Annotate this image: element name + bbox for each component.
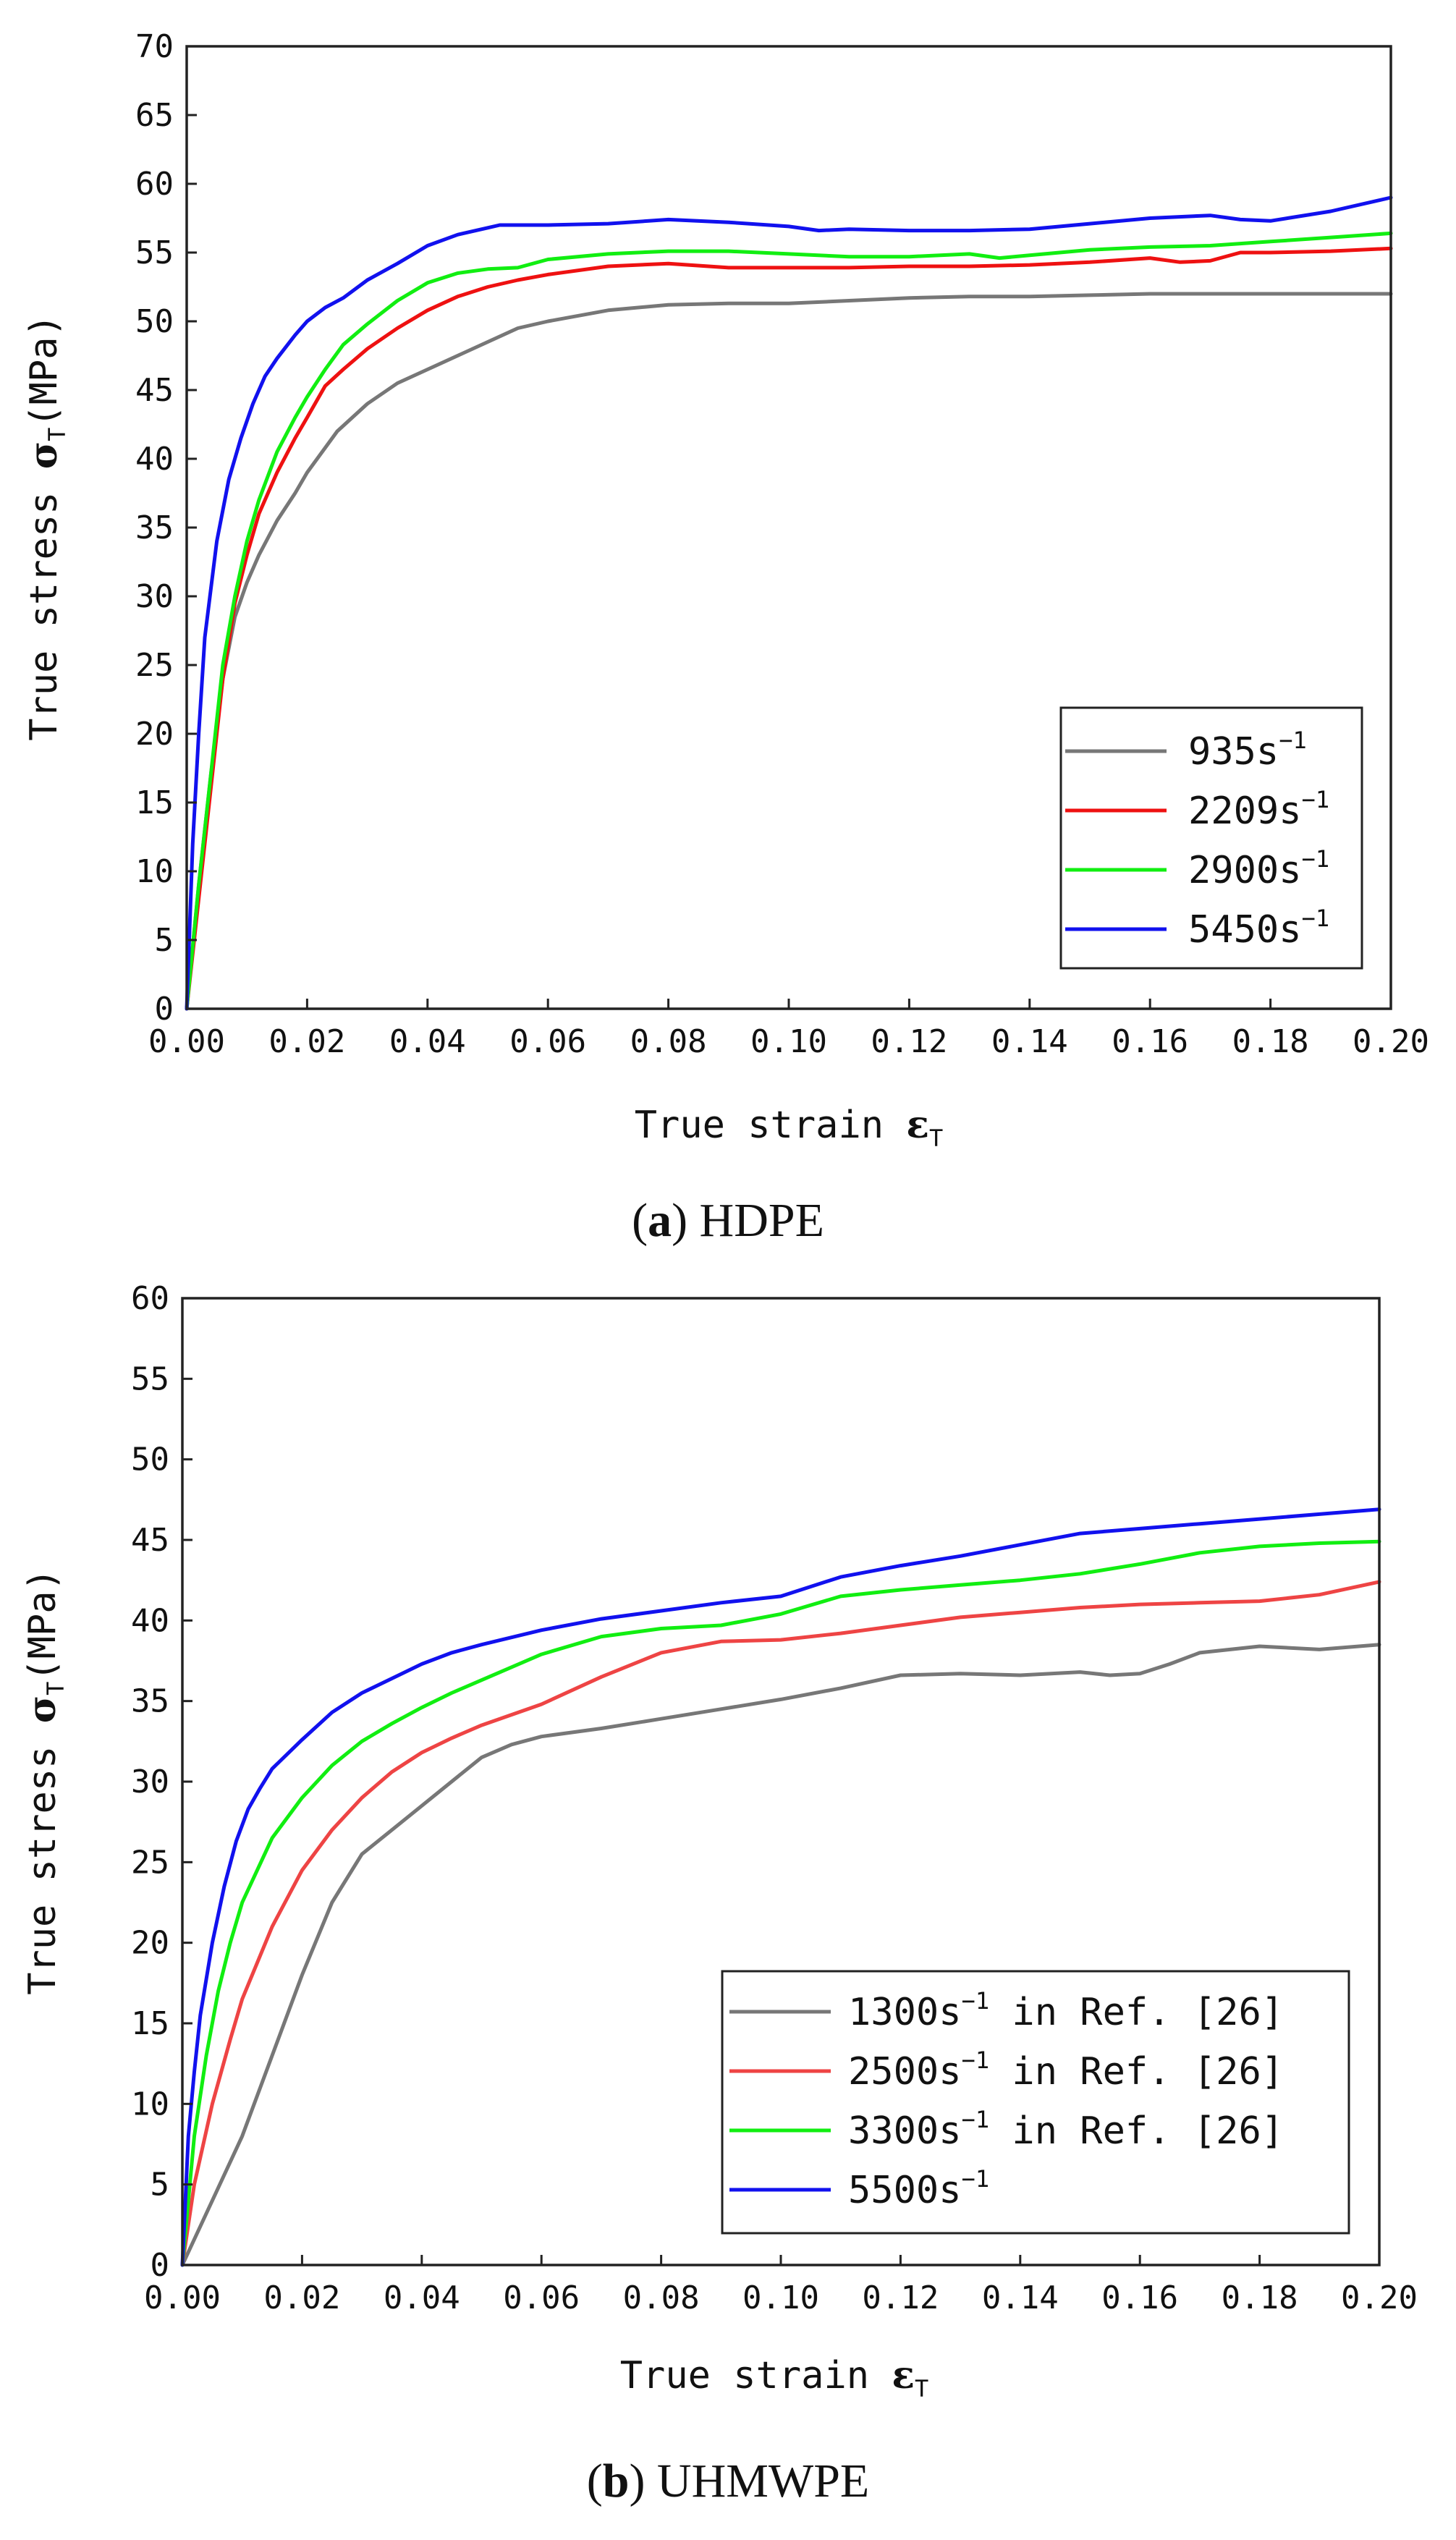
y-tick-label: 70 bbox=[135, 28, 174, 65]
y-tick-label: 55 bbox=[135, 234, 174, 271]
y-tick-label: 35 bbox=[131, 1683, 169, 1720]
y-tick-label: 25 bbox=[131, 1844, 169, 1881]
y-tick-label: 45 bbox=[131, 1522, 169, 1559]
x-tick-label: 0.16 bbox=[1101, 2279, 1178, 2316]
x-tick-label: 0.04 bbox=[384, 2279, 460, 2316]
y-axis-title: True stress σT(MPa) bbox=[22, 314, 71, 741]
legend-label-935: 935s−1 bbox=[1188, 727, 1307, 774]
x-tick-label: 0.12 bbox=[871, 1023, 947, 1060]
legend-label-5500: 5500s−1 bbox=[848, 2165, 989, 2212]
y-tick-label: 30 bbox=[131, 1764, 169, 1800]
y-tick-label: 20 bbox=[135, 716, 174, 753]
x-tick-label: 0.20 bbox=[1353, 1023, 1429, 1060]
y-tick-label: 25 bbox=[135, 647, 174, 684]
legend-label-2900: 2900s−1 bbox=[1188, 845, 1329, 892]
x-tick-label: 0.14 bbox=[991, 1023, 1068, 1060]
x-tick-label: 0.12 bbox=[862, 2279, 939, 2316]
legend-label-2209: 2209s−1 bbox=[1188, 786, 1329, 833]
legend: 1300s−1 in Ref. [26] 2500s−1 in Ref. [26… bbox=[721, 1970, 1350, 2235]
x-tick-label: 0.02 bbox=[268, 1023, 345, 1060]
x-tick-label: 0.16 bbox=[1112, 1023, 1188, 1060]
ticks-layer: 0.00 0.02 0.04 0.06 0.08 0.10 0.12 0.14 0.16 0.18… bbox=[131, 1280, 1418, 2316]
y-tick-label: 40 bbox=[131, 1602, 169, 1639]
series-line-935s bbox=[185, 292, 1393, 1011]
series-line-5450s bbox=[185, 195, 1393, 1011]
x-tick-label: 0.00 bbox=[144, 2279, 221, 2316]
y-tick-label: 50 bbox=[131, 1442, 169, 1478]
y-tick-label: 40 bbox=[135, 441, 174, 478]
series-line-2209s bbox=[185, 246, 1393, 1011]
y-tick-label: 10 bbox=[135, 853, 174, 890]
y-tick-label: 0 bbox=[155, 991, 174, 1028]
y-axis-title: True stress σT(MPa) bbox=[20, 1568, 69, 1995]
y-tick-label: 35 bbox=[135, 509, 174, 546]
ticks-layer: 0.00 0.02 0.04 0.06 0.08 0.10 0.12 0.14 0.16 0.18… bbox=[135, 28, 1429, 1060]
y-tick-label: 15 bbox=[131, 2005, 169, 2042]
x-tick-label: 0.08 bbox=[623, 2279, 700, 2316]
panel-b: 0.00 0.02 0.04 0.06 0.08 0.10 0.12 0.14 0.16 0.18… bbox=[20, 1280, 1418, 2507]
series-line-1300s bbox=[180, 1643, 1381, 2267]
y-tick-label: 45 bbox=[135, 372, 174, 409]
x-tick-label: 0.08 bbox=[630, 1023, 707, 1060]
x-tick-label: 0.04 bbox=[389, 1023, 466, 1060]
series-layer bbox=[185, 195, 1393, 1011]
series-line-5500s bbox=[180, 1507, 1381, 2267]
legend-label-3300: 3300s−1 in Ref. [26] bbox=[848, 2106, 1284, 2153]
x-tick-label: 0.06 bbox=[503, 2279, 580, 2316]
y-tick-label: 10 bbox=[131, 2086, 169, 2122]
y-tick-label: 15 bbox=[135, 784, 174, 821]
y-tick-label: 55 bbox=[131, 1360, 169, 1397]
x-tick-label: 0.14 bbox=[982, 2279, 1059, 2316]
legend: 935s−1 2209s−1 2900s−1 5450s−1 bbox=[1059, 706, 1363, 970]
x-tick-label: 0.18 bbox=[1222, 2279, 1298, 2316]
y-tick-label: 60 bbox=[135, 166, 174, 203]
legend-label-1300: 1300s−1 in Ref. [26] bbox=[848, 1987, 1284, 2034]
x-tick-label: 0.10 bbox=[750, 1023, 827, 1060]
caption-b: (b) UHMWPE bbox=[587, 2455, 870, 2507]
series-line-2500s bbox=[180, 1580, 1381, 2267]
y-tick-label: 20 bbox=[131, 1925, 169, 1962]
x-tick-label: 0.10 bbox=[742, 2279, 819, 2316]
y-tick-label: 60 bbox=[131, 1280, 169, 1317]
x-tick-label: 0.06 bbox=[509, 1023, 586, 1060]
x-tick-label: 0.00 bbox=[148, 1023, 225, 1060]
y-tick-label: 30 bbox=[135, 578, 174, 615]
series-layer bbox=[180, 1507, 1381, 2267]
x-tick-label: 0.02 bbox=[263, 2279, 340, 2316]
legend-label-2500: 2500s−1 in Ref. [26] bbox=[848, 2046, 1284, 2094]
panel-a: 0.00 0.02 0.04 0.06 0.08 0.10 0.12 0.14 0.16 0.18… bbox=[22, 28, 1429, 1247]
y-tick-label: 65 bbox=[135, 97, 174, 134]
y-tick-label: 50 bbox=[135, 303, 174, 340]
y-tick-label: 5 bbox=[155, 922, 174, 959]
legend-label-5450: 5450s−1 bbox=[1188, 905, 1329, 952]
x-axis-title: True strain εT bbox=[620, 2353, 929, 2403]
y-tick-label: 5 bbox=[151, 2167, 170, 2204]
x-tick-label: 0.18 bbox=[1232, 1023, 1309, 1060]
caption-a: (a) HDPE bbox=[632, 1194, 824, 1247]
y-tick-label: 0 bbox=[151, 2247, 170, 2284]
x-tick-label: 0.20 bbox=[1341, 2279, 1418, 2316]
x-axis-title: True strain εT bbox=[635, 1103, 944, 1152]
series-line-3300s bbox=[180, 1539, 1381, 2267]
series-line-2900s bbox=[185, 231, 1393, 1011]
